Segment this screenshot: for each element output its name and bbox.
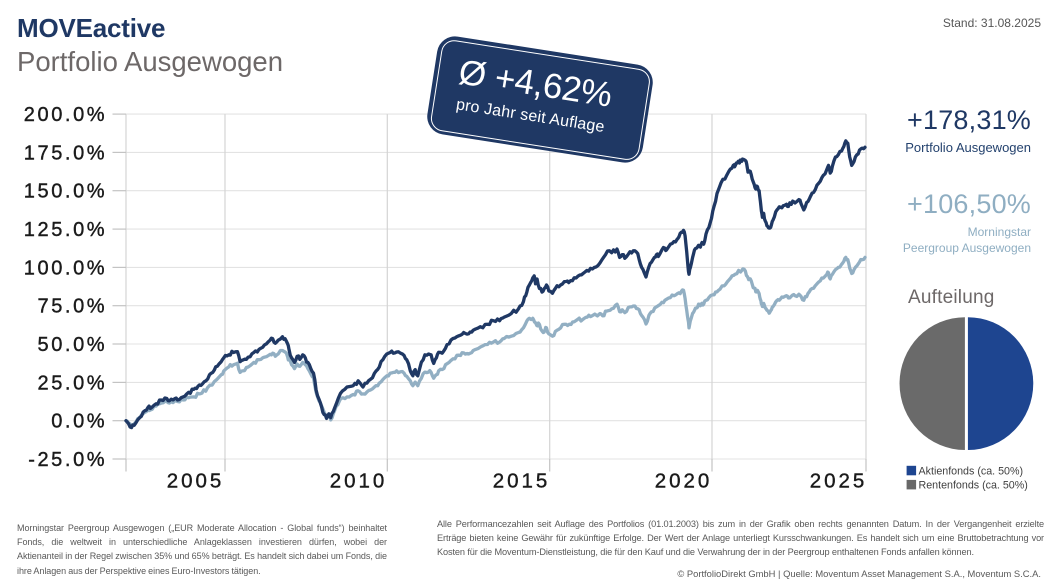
svg-text:125.0%: 125.0% <box>24 219 107 241</box>
svg-text:2015: 2015 <box>493 470 551 493</box>
svg-text:50.0%: 50.0% <box>37 334 107 356</box>
svg-text:2005: 2005 <box>167 470 225 493</box>
svg-text:175.0%: 175.0% <box>24 142 107 164</box>
svg-text:75.0%: 75.0% <box>37 296 107 318</box>
svg-text:0.0%: 0.0% <box>51 411 107 433</box>
svg-text:Aktienfonds (ca. 50%): Aktienfonds (ca. 50%) <box>919 465 1024 477</box>
svg-text:150.0%: 150.0% <box>24 181 107 203</box>
svg-text:2010: 2010 <box>330 470 388 493</box>
svg-text:2025: 2025 <box>810 470 868 493</box>
svg-text:-25.0%: -25.0% <box>28 449 107 471</box>
svg-text:2020: 2020 <box>655 470 713 493</box>
svg-text:25.0%: 25.0% <box>37 372 107 394</box>
svg-text:200.0%: 200.0% <box>24 104 107 126</box>
svg-text:100.0%: 100.0% <box>24 257 107 279</box>
svg-text:Rentenfonds (ca. 50%): Rentenfonds (ca. 50%) <box>919 479 1028 491</box>
